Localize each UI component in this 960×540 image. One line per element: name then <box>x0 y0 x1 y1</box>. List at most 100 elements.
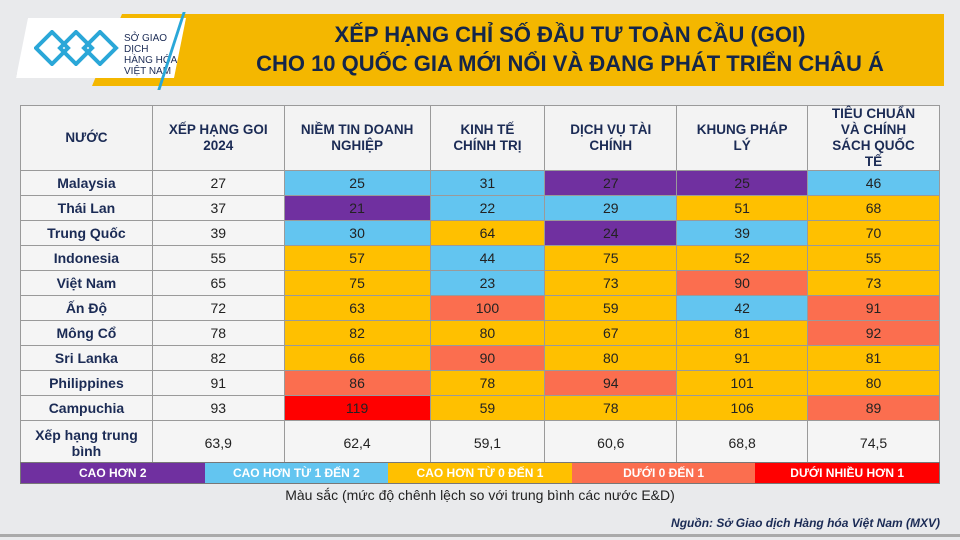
score-cell: 25 <box>676 170 809 196</box>
score-cell: 30 <box>283 220 431 246</box>
average-cell: 74,5 <box>807 420 940 466</box>
score-cell: 78 <box>429 370 546 396</box>
score-cell: 73 <box>544 270 678 296</box>
legend-item: DƯỚI NHIỀU HƠN 1 <box>755 463 939 483</box>
column-header: XẾP HẠNG GOI 2024 <box>151 105 285 171</box>
goi-table: NƯỚC XẾP HẠNG GOI 2024 NIỀM TIN DOANH NGHI… <box>20 105 940 466</box>
column-header: KINH TẾ CHÍNH TRỊ <box>429 105 546 171</box>
score-cell: 100 <box>429 295 546 321</box>
goi-rank-cell: 91 <box>151 370 285 396</box>
goi-rank-cell: 93 <box>151 395 285 421</box>
logo-mark-icon <box>34 30 119 66</box>
logo-line: VIỆT NAM <box>124 66 172 77</box>
score-cell: 82 <box>283 320 431 346</box>
score-cell: 31 <box>429 170 546 196</box>
legend-caption: Màu sắc (mức độ chênh lệch so với trung … <box>285 487 675 503</box>
score-cell: 70 <box>807 220 940 246</box>
table-row: Malaysia 27 25 31 27 25 46 <box>20 170 940 196</box>
country-cell: Indonesia <box>20 245 153 271</box>
score-cell: 42 <box>676 295 809 321</box>
score-cell: 29 <box>544 195 678 221</box>
table-row: Thái Lan 37 21 22 29 51 68 <box>20 195 940 221</box>
goi-rank-cell: 37 <box>151 195 285 221</box>
country-cell: Malaysia <box>20 170 153 196</box>
country-cell: Philippines <box>20 370 153 396</box>
score-cell: 91 <box>676 345 809 371</box>
score-cell: 57 <box>283 245 431 271</box>
country-cell: Campuchia <box>20 395 153 421</box>
score-cell: 23 <box>429 270 546 296</box>
score-cell: 27 <box>544 170 678 196</box>
score-cell: 55 <box>807 245 940 271</box>
column-header: NIỀM TIN DOANH NGHIỆP <box>283 105 431 171</box>
goi-rank-cell: 39 <box>151 220 285 246</box>
country-cell: Sri Lanka <box>20 345 153 371</box>
goi-rank-cell: 82 <box>151 345 285 371</box>
table-row: Indonesia 55 57 44 75 52 55 <box>20 245 940 271</box>
average-cell: 59,1 <box>429 420 546 466</box>
score-cell: 90 <box>676 270 809 296</box>
title-line-2: CHO 10 QUỐC GIA MỚI NỔI VÀ ĐANG PHÁT TRI… <box>256 51 884 76</box>
average-cell: 60,6 <box>544 420 678 466</box>
score-cell: 81 <box>807 345 940 371</box>
country-cell: Thái Lan <box>20 195 153 221</box>
average-cell: 62,4 <box>283 420 431 466</box>
country-cell: Việt Nam <box>20 270 153 296</box>
column-header: TIÊU CHUẨN VÀ CHÍNH SÁCH QUỐC TẾ <box>807 105 940 171</box>
table-row: Trung Quốc 39 30 64 24 39 70 <box>20 220 940 246</box>
score-cell: 80 <box>544 345 678 371</box>
table-row: Sri Lanka 82 66 90 80 91 81 <box>20 345 940 371</box>
legend-item: CAO HƠN 2 <box>21 463 205 483</box>
legend-item: CAO HƠN TỪ 1 ĐẾN 2 <box>204 463 389 483</box>
source-note: Nguồn: Sở Giao dịch Hàng hóa Việt Nam (M… <box>671 516 940 530</box>
goi-rank-cell: 72 <box>151 295 285 321</box>
score-cell: 91 <box>807 295 940 321</box>
score-cell: 63 <box>283 295 431 321</box>
score-cell: 75 <box>544 245 678 271</box>
table-row: Ấn Độ 72 63 100 59 42 91 <box>20 295 940 321</box>
score-cell: 24 <box>544 220 678 246</box>
column-header: DỊCH VỤ TÀI CHÍNH <box>544 105 678 171</box>
score-cell: 51 <box>676 195 809 221</box>
score-cell: 81 <box>676 320 809 346</box>
score-cell: 86 <box>283 370 431 396</box>
score-cell: 59 <box>544 295 678 321</box>
average-row: Xếp hạng trung bình 63,9 62,4 59,1 60,6 68,8 7… <box>20 420 940 466</box>
column-header: KHUNG PHÁP LÝ <box>676 105 809 171</box>
column-header: NƯỚC <box>20 105 153 171</box>
score-cell: 89 <box>807 395 940 421</box>
score-cell: 106 <box>676 395 809 421</box>
average-cell: 68,8 <box>676 420 809 466</box>
score-cell: 25 <box>283 170 431 196</box>
title-banner <box>92 14 944 86</box>
title-line-1: XẾP HẠNG CHỈ SỐ ĐẦU TƯ TOÀN CẦU (GOI) <box>334 22 806 47</box>
average-label: Xếp hạng trung bình <box>20 420 153 466</box>
country-cell: Mông Cổ <box>20 320 153 346</box>
table-row: Philippines 91 86 78 94 101 80 <box>20 370 940 396</box>
logo-text: SỞ GIAO DỊCH HÀNG HÓA VIỆT NAM <box>124 33 186 77</box>
score-cell: 52 <box>676 245 809 271</box>
goi-rank-cell: 78 <box>151 320 285 346</box>
page-title: XẾP HẠNG CHỈ SỐ ĐẦU TƯ TOÀN CẦU (GOI) CH… <box>200 20 940 78</box>
country-cell: Ấn Độ <box>20 295 153 321</box>
score-cell: 75 <box>283 270 431 296</box>
score-cell: 39 <box>676 220 809 246</box>
legend-item: CAO HƠN TỪ 0 ĐẾN 1 <box>388 463 572 483</box>
table-row: Việt Nam 65 75 23 73 90 73 <box>20 270 940 296</box>
score-cell: 101 <box>676 370 809 396</box>
score-cell: 21 <box>283 195 431 221</box>
score-cell: 73 <box>807 270 940 296</box>
score-cell: 68 <box>807 195 940 221</box>
score-cell: 46 <box>807 170 940 196</box>
score-cell: 92 <box>807 320 940 346</box>
score-cell: 90 <box>429 345 546 371</box>
score-cell: 78 <box>544 395 678 421</box>
score-cell: 44 <box>429 245 546 271</box>
legend-item: DƯỚI 0 ĐẾN 1 <box>571 463 756 483</box>
table-row: Mông Cổ 78 82 80 67 81 92 <box>20 320 940 346</box>
logo: SỞ GIAO DỊCH HÀNG HÓA VIỆT NAM <box>16 18 186 78</box>
score-cell: 94 <box>544 370 678 396</box>
goi-rank-cell: 65 <box>151 270 285 296</box>
color-legend: CAO HƠN 2 CAO HƠN TỪ 1 ĐẾN 2 CAO HƠN TỪ 0 … <box>20 462 940 484</box>
score-cell: 67 <box>544 320 678 346</box>
